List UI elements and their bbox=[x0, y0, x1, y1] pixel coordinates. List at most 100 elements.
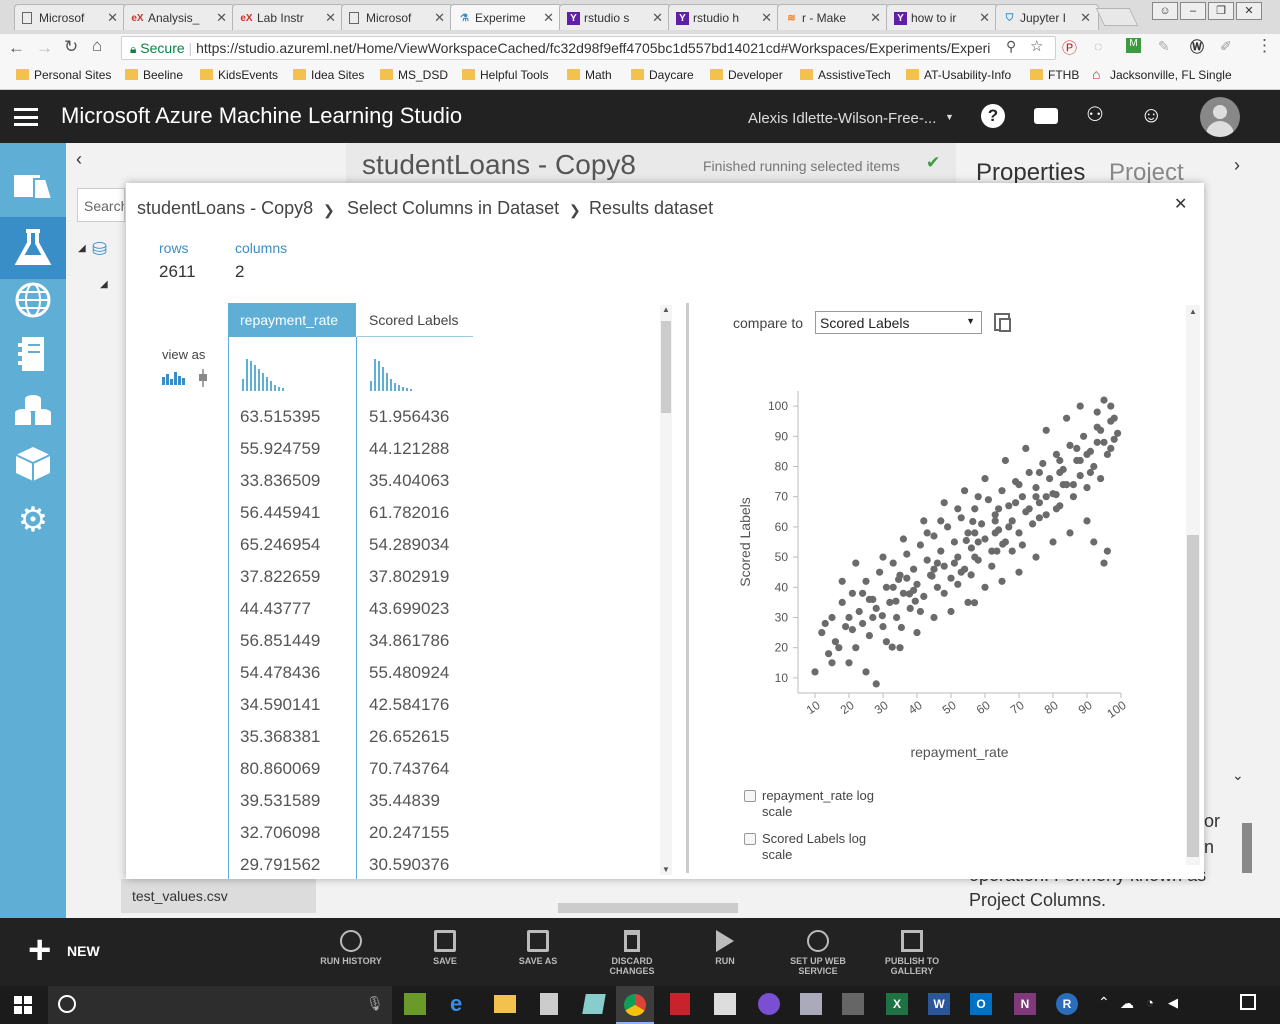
chevron-down-icon[interactable]: ⌄ bbox=[1232, 767, 1244, 783]
taskbar-app-icon[interactable] bbox=[404, 993, 426, 1015]
bookmark-folder[interactable]: Developer bbox=[710, 68, 783, 82]
bookmark-folder[interactable]: AssistiveTech bbox=[800, 68, 891, 82]
close-tab-icon[interactable]: ✕ bbox=[1080, 10, 1091, 25]
address-bar[interactable]: 🔒︎ Secure | https://studio.azureml.net/H… bbox=[121, 36, 1056, 60]
save-as-button[interactable]: SAVE AS bbox=[498, 930, 578, 966]
browser-menu-icon[interactable]: ⋮ bbox=[1256, 36, 1273, 55]
bookmark-folder[interactable]: AT-Usability-Info bbox=[906, 68, 1011, 82]
scored-labels-log-scale-checkbox[interactable] bbox=[744, 833, 756, 845]
experiments-icon[interactable] bbox=[12, 229, 54, 267]
browser-tab[interactable]: eX Lab Instr ✕ bbox=[232, 4, 344, 30]
web-services-icon[interactable] bbox=[12, 281, 54, 319]
github-icon[interactable] bbox=[758, 993, 780, 1015]
notebooks-icon[interactable] bbox=[12, 335, 54, 373]
projects-icon[interactable] bbox=[12, 167, 54, 205]
avatar[interactable] bbox=[1200, 97, 1240, 137]
bookmark-folder[interactable]: KidsEvents bbox=[200, 68, 278, 82]
community-icon[interactable]: ⚇ bbox=[1086, 104, 1104, 126]
calculator-icon[interactable] bbox=[540, 993, 558, 1015]
run-button[interactable]: RUN bbox=[685, 930, 765, 966]
boxplot-view-icon[interactable] bbox=[198, 369, 208, 387]
breadcrumb-experiment[interactable]: studentLoans - Copy8 bbox=[137, 198, 314, 218]
new-tab-button[interactable] bbox=[1095, 8, 1139, 26]
close-icon[interactable]: ✕ bbox=[1174, 196, 1188, 213]
taskbar-search-box[interactable]: 🎙︎ bbox=[48, 986, 392, 1024]
feedback-icon[interactable] bbox=[1034, 108, 1058, 124]
discard-changes-button[interactable]: DISCARD CHANGES bbox=[588, 930, 676, 976]
browser-tab[interactable]: eX Analysis_ ✕ bbox=[123, 4, 235, 30]
bookmark-link[interactable]: Jacksonville, FL Single bbox=[1110, 68, 1232, 82]
plus-icon[interactable]: + bbox=[28, 928, 52, 972]
edge-icon[interactable]: e bbox=[450, 991, 463, 1016]
tree-expand-icon[interactable]: ◢ bbox=[100, 279, 108, 290]
close-tab-icon[interactable]: ✕ bbox=[543, 10, 554, 25]
bookmark-folder[interactable]: Idea Sites bbox=[293, 68, 364, 82]
browser-tab-active[interactable]: ⚗ Experime ✕ bbox=[450, 4, 562, 30]
chevron-down-icon[interactable]: ▼ bbox=[945, 112, 954, 122]
properties-tab[interactable]: Properties bbox=[976, 159, 1086, 186]
collapse-right-icon[interactable]: › bbox=[1234, 155, 1240, 175]
chrome-taskbar-active[interactable] bbox=[616, 986, 654, 1024]
bookmark-star-icon[interactable]: ☆ bbox=[1030, 37, 1044, 55]
compare-to-select[interactable]: Scored Labels ▼ bbox=[815, 311, 982, 334]
user-name[interactable]: Alexis Idlette-Wilson-Free-... bbox=[748, 110, 937, 127]
bookmark-folder[interactable]: Math bbox=[567, 68, 612, 82]
browser-tab[interactable]: ≋ r - Make ✕ bbox=[777, 4, 889, 30]
bookmark-folder[interactable]: Beeline bbox=[125, 68, 183, 82]
project-tab[interactable]: Project bbox=[1109, 159, 1184, 186]
table-scrollbar-track[interactable] bbox=[660, 305, 672, 875]
file-explorer-icon[interactable] bbox=[494, 995, 516, 1013]
calendar-icon[interactable] bbox=[714, 993, 736, 1015]
scroll-down-icon[interactable]: ▼ bbox=[662, 865, 670, 874]
r-icon[interactable]: R bbox=[1056, 993, 1078, 1015]
datasets-icon[interactable] bbox=[12, 391, 54, 429]
zoom-icon[interactable]: ⚲ bbox=[1006, 38, 1017, 55]
table-scrollbar-thumb[interactable] bbox=[661, 321, 671, 413]
outlook-icon[interactable]: O bbox=[970, 993, 992, 1015]
close-tab-icon[interactable]: ✕ bbox=[434, 10, 445, 25]
notification-icon[interactable] bbox=[1240, 994, 1256, 1010]
bookmark-folder[interactable]: Helpful Tools bbox=[462, 68, 548, 82]
smiley-icon[interactable]: ☺ bbox=[1140, 102, 1163, 127]
back-icon[interactable]: ← bbox=[8, 38, 25, 57]
minimize-icon[interactable]: – bbox=[1180, 2, 1206, 20]
tree-expand-icon[interactable]: ◢ bbox=[78, 243, 86, 254]
volume-icon[interactable]: ◀ bbox=[1168, 995, 1178, 1010]
close-window-icon[interactable]: ✕ bbox=[1236, 2, 1262, 20]
mic-icon[interactable]: 🎙︎ bbox=[366, 995, 384, 1011]
module-search-input[interactable]: Search bbox=[77, 188, 125, 222]
repayment-rate-log-scale-checkbox[interactable] bbox=[744, 790, 756, 802]
bookmark-folder[interactable]: Personal Sites bbox=[16, 68, 111, 82]
bookmark-folder[interactable]: MS_DSD bbox=[380, 68, 448, 82]
canvas-scrollbar[interactable] bbox=[558, 903, 738, 913]
settings-gear-icon[interactable]: ⚙ bbox=[17, 501, 49, 539]
close-tab-icon[interactable]: ✕ bbox=[652, 10, 663, 25]
copy-icon[interactable] bbox=[999, 318, 1011, 332]
publish-to-gallery-button[interactable]: PUBLISH TO GALLERY bbox=[878, 930, 946, 976]
close-tab-icon[interactable]: ✕ bbox=[107, 10, 118, 25]
close-tab-icon[interactable]: ✕ bbox=[216, 10, 227, 25]
dataset-list-item[interactable]: test_values.csv bbox=[121, 879, 316, 913]
acrobat-icon[interactable] bbox=[670, 993, 690, 1015]
excel-icon[interactable]: X bbox=[886, 993, 908, 1015]
histogram-view-icon[interactable] bbox=[162, 371, 186, 385]
extension-pinterest-icon[interactable]: Ⓟ bbox=[1062, 40, 1078, 57]
collapse-left-icon[interactable]: ‹ bbox=[76, 149, 82, 169]
close-tab-icon[interactable]: ✕ bbox=[325, 10, 336, 25]
close-tab-icon[interactable]: ✕ bbox=[761, 10, 772, 25]
close-tab-icon[interactable]: ✕ bbox=[870, 10, 881, 25]
home-icon[interactable]: ⌂ bbox=[92, 36, 103, 55]
help-icon[interactable]: ? bbox=[981, 104, 1005, 128]
browser-tab[interactable]: Microsof ✕ bbox=[14, 4, 126, 30]
trained-models-icon[interactable] bbox=[12, 445, 54, 483]
column-header-scored-labels[interactable]: Scored Labels bbox=[357, 303, 473, 337]
taskbar-app-icon[interactable] bbox=[582, 994, 606, 1014]
save-button[interactable]: SAVE bbox=[405, 930, 485, 966]
extension-icon[interactable]: ✎ bbox=[1158, 38, 1170, 54]
onedrive-icon[interactable]: ☁ bbox=[1120, 995, 1134, 1011]
scroll-up-icon[interactable]: ▲ bbox=[1189, 307, 1197, 316]
word-icon[interactable]: W bbox=[928, 993, 950, 1015]
